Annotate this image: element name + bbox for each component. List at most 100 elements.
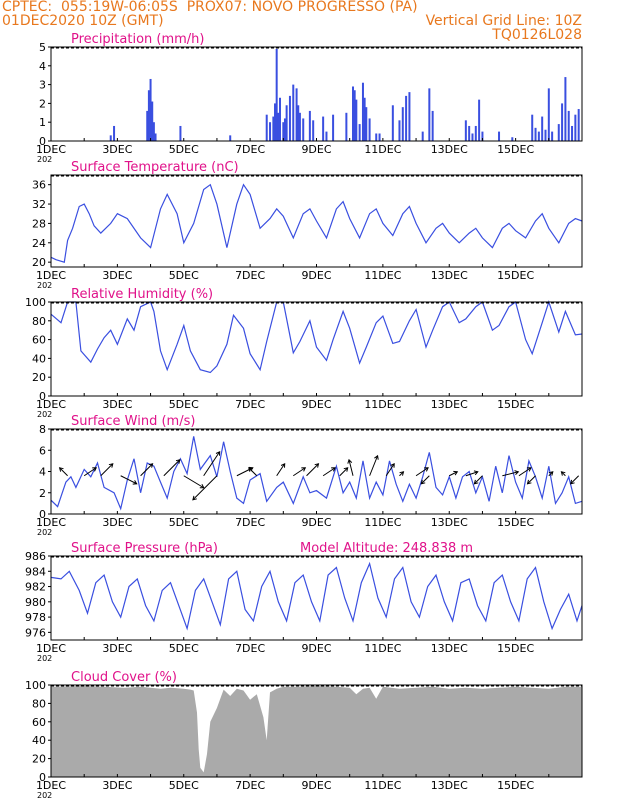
x-tick-label: 11DEC — [364, 269, 401, 282]
precip-bar — [353, 90, 356, 141]
wind-arrow-head — [58, 467, 64, 472]
y-tick-label: 28 — [32, 217, 46, 230]
precip-bar — [272, 116, 275, 141]
y-tick-label: 1 — [39, 116, 46, 129]
x-year-label: 202 — [37, 155, 52, 164]
x-tick-label: 1DEC — [36, 269, 66, 282]
x-tick-label: 7DEC — [235, 143, 265, 156]
x-tick-label: 7DEC — [235, 398, 265, 411]
precip-bar — [557, 124, 560, 141]
precip-bar — [345, 112, 348, 141]
x-tick-label: 3DEC — [102, 642, 132, 655]
precip-bar — [361, 82, 364, 141]
precip-bar — [498, 131, 501, 141]
y-tick-label: 986 — [25, 550, 46, 563]
x-tick-label: 5DEC — [169, 516, 199, 529]
wind-arrow-head — [424, 467, 429, 472]
panel-title: Surface Temperature (nC) — [71, 160, 239, 175]
y-tick-label: 4 — [39, 60, 46, 73]
precip-bar — [332, 114, 335, 141]
y-tick-label: 2 — [39, 97, 46, 110]
precip-bar — [398, 120, 401, 141]
precip-bar — [113, 125, 116, 141]
precip-bar — [265, 114, 268, 141]
wind-arrow — [83, 467, 97, 477]
wind-arrow-head — [526, 467, 532, 472]
y-tick-label: 976 — [25, 626, 46, 639]
y-tick-label: 5 — [39, 41, 46, 54]
precip-bar — [537, 131, 540, 141]
wind-arrow-head — [343, 467, 349, 472]
x-tick-label: 13DEC — [431, 143, 468, 156]
x-tick-label: 5DEC — [169, 269, 199, 282]
precip-bar — [275, 48, 278, 141]
panel-frame — [50, 301, 583, 397]
precip-bar — [577, 109, 580, 141]
wind-arrow-head — [514, 470, 520, 475]
x-tick-label: 5DEC — [169, 779, 199, 792]
panel-frame — [50, 428, 583, 515]
wind-arrow — [292, 467, 306, 477]
x-year-label: 202 — [37, 791, 52, 800]
precip-bar — [363, 97, 366, 141]
x-tick-label: 7DEC — [235, 269, 265, 282]
precip-bar — [288, 95, 291, 141]
precip-bar — [298, 112, 301, 141]
x-tick-label: 1DEC — [36, 642, 66, 655]
x-tick-label: 3DEC — [102, 398, 132, 411]
wind-arrow — [183, 475, 205, 489]
x-tick-label: 11DEC — [364, 642, 401, 655]
precip-bar — [322, 116, 325, 141]
wind-arrow-head — [473, 479, 479, 485]
wind-arrow — [339, 467, 349, 477]
wind-arrow-head — [331, 467, 336, 472]
header-line1: CPTEC: 055:19W-06:05S PROX07: NOVO PROGR… — [2, 0, 418, 15]
panel-title: Surface Wind (m/s) — [71, 414, 195, 429]
precip-bar — [378, 133, 381, 141]
precip-bar — [471, 133, 474, 141]
x-tick-label: 11DEC — [364, 516, 401, 529]
header-run-id: TQ0126L028 — [492, 27, 582, 43]
x-year-label: 202 — [37, 410, 52, 419]
precip-bar — [179, 125, 182, 141]
x-tick-label: 13DEC — [431, 779, 468, 792]
series-line — [50, 183, 583, 263]
x-tick-label: 9DEC — [301, 143, 331, 156]
cloud-cover-area — [51, 685, 582, 777]
x-tick-label: 7DEC — [235, 516, 265, 529]
wind-arrow-head — [473, 470, 479, 476]
precip-bar — [544, 129, 547, 141]
wind-arrow — [369, 455, 379, 476]
precip-bar — [468, 125, 471, 141]
x-tick-label: 15DEC — [497, 516, 534, 529]
panel-frame — [50, 684, 583, 778]
x-tick-label: 1DEC — [36, 143, 66, 156]
panel-frame — [50, 46, 583, 142]
y-tick-label: 6 — [39, 444, 46, 457]
precip-bar — [146, 110, 149, 141]
precip-bar — [269, 122, 272, 141]
x-tick-label: 1DEC — [36, 779, 66, 792]
precip-bar — [297, 105, 300, 141]
precip-bar — [551, 131, 554, 141]
precip-bar — [151, 101, 154, 141]
wind-arrow — [203, 451, 221, 477]
precip-bar — [152, 122, 155, 141]
precip-bar — [292, 84, 295, 141]
precip-bar — [274, 103, 277, 141]
x-tick-label: 13DEC — [431, 269, 468, 282]
wind-arrow — [527, 475, 536, 485]
precip-bar — [109, 135, 112, 141]
precip-bar — [358, 124, 361, 141]
wind-arrow-head — [248, 467, 253, 472]
x-tick-label: 15DEC — [497, 642, 534, 655]
precip-bar — [511, 137, 514, 141]
precip-bar — [229, 135, 232, 141]
x-year-label: 202 — [37, 654, 52, 663]
y-tick-label: 100 — [25, 679, 46, 692]
precip-bar — [149, 78, 152, 141]
y-tick-label: 60 — [32, 716, 46, 729]
wind-arrow-head — [548, 471, 554, 476]
precip-bar — [534, 127, 537, 141]
x-tick-label: 3DEC — [102, 516, 132, 529]
